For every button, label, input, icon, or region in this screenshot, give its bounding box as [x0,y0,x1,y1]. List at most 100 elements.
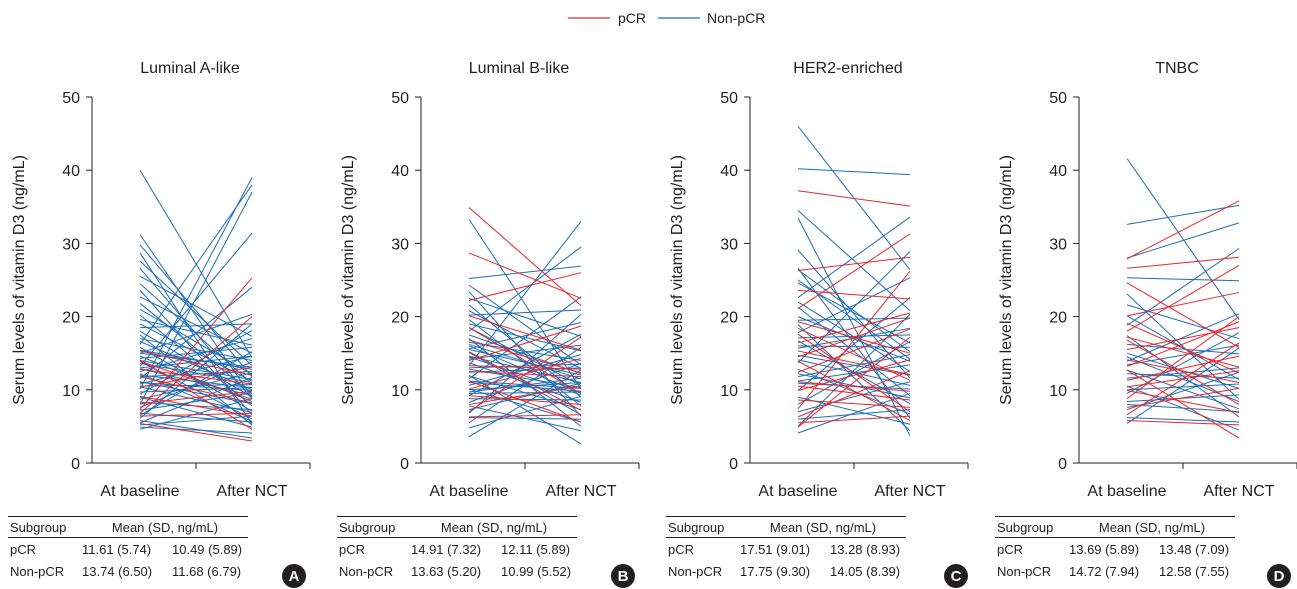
row-baseline: 13.69 (5.89) [1069,541,1140,557]
pcr-line [797,360,911,421]
pcr-line [1126,291,1240,317]
y-tick-label: 20 [62,310,80,327]
pcr-line [797,399,911,408]
nonpcr-line [468,349,582,376]
row-after: 12.11 (5.89) [501,541,571,557]
nonpcr-line [468,363,582,369]
x-tick-label: After NCT [216,483,287,500]
nonpcr-line [797,249,911,379]
panel-badge-c: C [944,564,968,588]
nonpcr-line [468,391,582,394]
pcr-line [797,381,911,392]
header-mean: Mean (SD, ng/mL) [111,519,219,535]
panel-badge-d: D [1267,564,1291,588]
pcr-line [797,333,911,413]
nonpcr-line [139,330,253,398]
panel-badge-a: A [282,564,306,588]
row-after: 12.58 (7.55) [1159,563,1230,579]
header-subgroup: Subgroup [10,519,67,535]
panel-d: 0 10 20 30 40 50 At baseline After NCT TNBC Serum… [998,60,1297,500]
nonpcr-line [468,218,582,390]
nonpcr-line [797,168,911,176]
y-tick-label: 30 [1049,236,1067,253]
header-subgroup: Subgroup [668,519,725,535]
y-tick-label: 20 [720,310,738,327]
table-header: Subgroup Mean (SD, ng/mL) [8,516,248,538]
nonpcr-line [139,426,253,434]
pcr-line [468,315,582,351]
nonpcr-line [139,260,253,367]
pcr-line [1126,200,1240,260]
panel-c: 0 10 20 30 40 50 At baseline After NCT HER2-enri… [669,60,969,500]
nonpcr-line [139,303,253,394]
nonpcr-line [139,308,253,375]
nonpcr-line [139,346,253,412]
row-after: 10.99 (5.52) [501,563,572,579]
pcr-line [1126,420,1240,426]
nonpcr-line [468,304,582,398]
pcr-line [1126,387,1240,408]
nonpcr-line [1126,403,1240,413]
y-tick-label: 20 [1049,310,1067,327]
pcr-line [468,339,582,374]
pcr-line [797,370,911,418]
nonpcr-line [1126,222,1240,259]
nonpcr-line [797,373,911,399]
nonpcr-line [797,297,911,391]
nonpcr-line [468,265,582,280]
y-tick-label: 40 [720,163,738,180]
nonpcr-line [468,381,582,391]
y-axis-label: Serum levels of vitamin D3 (ng/mL) [340,155,357,405]
pcr-line [139,366,253,388]
nonpcr-line [1126,417,1240,423]
nonpcr-line [797,345,911,348]
pcr-line [1126,322,1240,374]
y-tick-label: 50 [62,90,80,107]
table-row: pCR 13.69 (5.89) 13.48 (7.09) [995,538,1235,560]
table-row: pCR 14.91 (7.32) 12.11 (5.89) [337,538,577,560]
nonpcr-line [468,297,582,337]
pcr-line [797,327,911,381]
pcr-line [1126,256,1240,269]
nonpcr-line [468,291,582,417]
nonpcr-line [797,210,911,312]
row-subgroup: Non-pCR [997,563,1052,579]
row-subgroup: pCR [10,541,37,557]
x-tick-label: At baseline [100,483,179,500]
pcr-line [1126,355,1240,381]
nonpcr-line [139,362,253,383]
header-mean: Mean (SD, ng/mL) [1098,519,1206,535]
pcr-line [139,412,253,417]
nonpcr-line [1126,313,1240,362]
pcr-line [139,360,253,400]
nonpcr-line [468,374,582,445]
table-row: pCR 17.51 (9.01) 13.28 (8.93) [666,538,906,560]
pcr-line [468,351,582,411]
panel-b: 0 10 20 30 40 50 At baseline After NCT Luminal B… [340,60,640,500]
panel-title: HER2-enriched [793,60,902,77]
row-baseline: 17.75 (9.30) [740,563,811,579]
nonpcr-line [797,267,911,419]
pcr-line [797,328,911,373]
nonpcr-line [139,169,253,358]
nonpcr-line [139,232,253,367]
pcr-line [797,270,911,410]
nonpcr-line [468,344,582,360]
pcr-line [1126,370,1240,388]
row-baseline: 14.91 (7.32) [411,541,482,557]
y-tick-label: 40 [391,163,409,180]
pcr-line [797,289,911,300]
nonpcr-line [1126,304,1240,340]
nonpcr-line [139,371,253,378]
y-axis-label: Serum levels of vitamin D3 (ng/mL) [11,155,28,405]
nonpcr-line [468,309,582,316]
nonpcr-line [797,251,911,364]
nonpcr-line [139,351,253,416]
pcr-line [1126,282,1240,348]
nonpcr-line [139,398,253,430]
nonpcr-line [797,324,911,432]
nonpcr-line [139,296,253,354]
pcr-line [797,350,911,375]
y-axis-label: Serum levels of vitamin D3 (ng/mL) [998,155,1015,405]
pcr-line [468,336,582,413]
